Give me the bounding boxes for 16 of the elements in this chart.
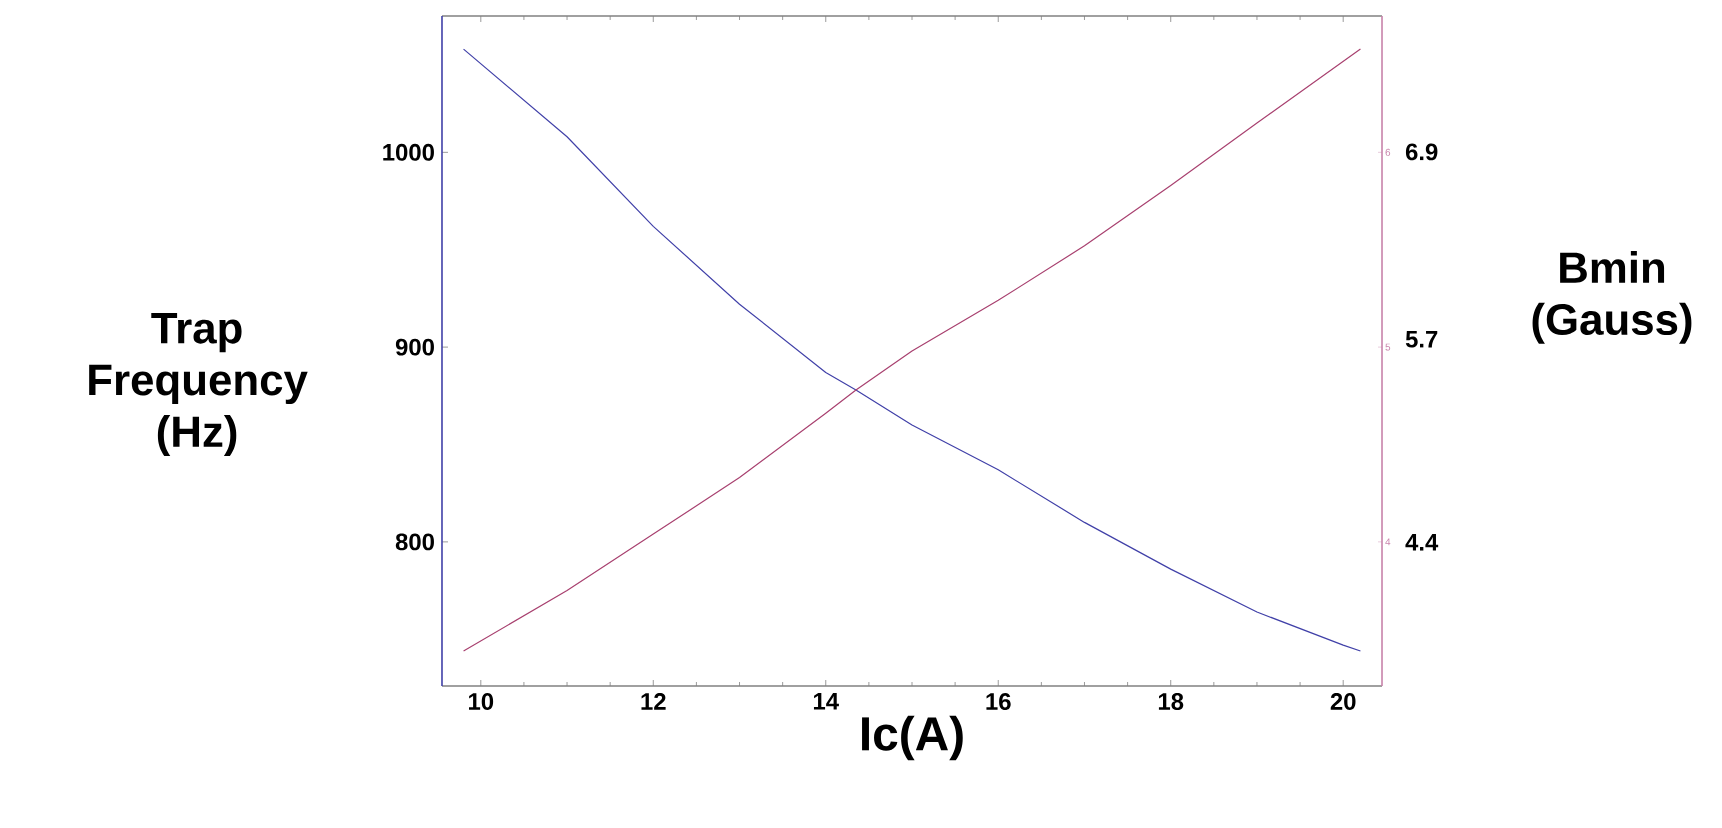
y-tick-label: 900: [395, 338, 434, 356]
y3-tick-label: 6.9: [1405, 143, 1438, 161]
x-tick-label: 14: [813, 693, 839, 710]
x-tick-label: 20: [1330, 693, 1356, 710]
x-tick-label: 18: [1158, 693, 1184, 710]
x-axis-title: Ic(A): [862, 715, 963, 761]
y-tick-label: 800: [395, 533, 434, 551]
y3-tick-label: 5.7: [1405, 330, 1438, 348]
x-tick-label: 10: [469, 693, 494, 710]
line-series: [462, 48, 1362, 652]
y-axis-title: Trap Frequency (Hz): [89, 313, 308, 456]
y-tick-label: 1000: [383, 143, 434, 161]
x-tick-label: 16: [986, 693, 1011, 710]
y2-axis-title: Bmin (Gauss): [1532, 251, 1692, 344]
x-tick-label: 12: [641, 693, 666, 710]
y3-tick-label: 4.4: [1405, 534, 1439, 551]
